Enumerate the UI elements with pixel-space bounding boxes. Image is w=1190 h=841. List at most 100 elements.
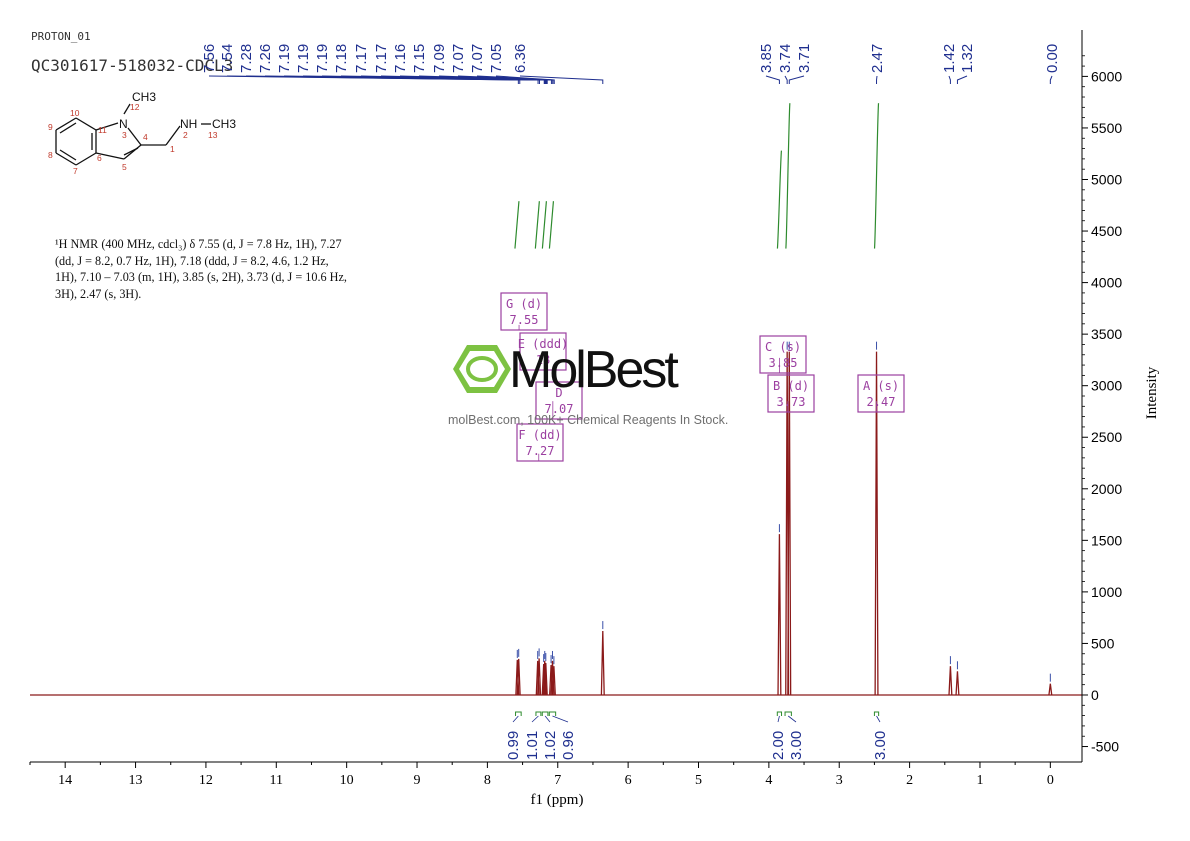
peak-label-connector	[788, 75, 805, 84]
multiplet-box	[516, 423, 564, 462]
peak-label: 7.05	[488, 44, 505, 73]
integral-curve	[776, 150, 783, 249]
peak-labels: 7.56 7.54 7.28 7.26 7.19 7.19 7.19 7.18 7.17 7.17…	[201, 44, 1061, 84]
y-tick-label: 1000	[1091, 584, 1122, 600]
peak-label: 2.47	[869, 44, 886, 73]
integral-bracket	[776, 711, 783, 716]
spectrum-peak	[955, 671, 960, 696]
atom-CH3-right: CH3	[212, 117, 236, 131]
peak-label: 1.42	[941, 44, 958, 73]
integral-value-connector	[876, 715, 881, 723]
integral-value-connector	[531, 715, 539, 723]
integral-value: 3.00	[788, 731, 805, 760]
chemical-structure: N NH CH3 CH3 12 3 1 2 13 11 10 9 8 7 6 5…	[48, 90, 236, 176]
multiplet-name: D	[555, 386, 562, 400]
y-tick-label: 4000	[1091, 275, 1122, 291]
atom-number-4: 4	[143, 132, 148, 142]
multiplet-box	[759, 335, 807, 374]
atom-number-7: 7	[73, 166, 78, 176]
peak-label-connector	[519, 75, 604, 84]
y-axis-label: Intensity	[1144, 366, 1160, 419]
multiplet-box	[519, 332, 567, 371]
multiplet-shift: 7.27	[526, 444, 555, 458]
peak-label: 7.17	[373, 44, 390, 73]
integral-value: 1.01	[524, 731, 541, 760]
integral-value: 2.00	[770, 731, 787, 760]
integral-value-connector	[777, 715, 780, 723]
atom-number-13: 13	[208, 130, 218, 140]
spectrum	[30, 341, 1082, 696]
multiplet-name: A (s)	[863, 379, 899, 393]
multiplet-box	[500, 292, 548, 331]
integral-bracket	[535, 711, 542, 716]
atom-CH3-top: CH3	[132, 90, 156, 104]
peak-label-connector	[784, 75, 788, 84]
atom-NH: NH	[180, 117, 197, 131]
structure-numbering: 12 3 1 2 13 11 10 9 8 7 6 5 4	[48, 102, 218, 176]
peak-label-connector	[495, 75, 555, 84]
peak-label: 7.54	[219, 44, 236, 73]
x-tick-label: 14	[58, 773, 72, 788]
peak-label: 7.56	[201, 44, 218, 73]
y-ticks: -500 0 500 1000 1500 2000 2500 3000 3500 4000 4500…	[1082, 55, 1122, 755]
peak-label-connector	[948, 75, 951, 84]
peak-label: 7.16	[392, 44, 409, 73]
peak-label: 3.71	[796, 44, 813, 73]
integral-curve	[541, 201, 547, 249]
atom-N: N	[119, 117, 128, 131]
peak-label-connector	[956, 75, 968, 84]
peak-label: 7.18	[333, 44, 350, 73]
multiplet-box	[767, 374, 815, 413]
spectrum-peak	[1048, 683, 1053, 696]
spectrum-peak	[787, 351, 792, 695]
integral-value: 3.00	[872, 731, 889, 760]
integral-value-connector	[787, 715, 797, 723]
x-tick-label: 6	[625, 773, 632, 788]
multiplet-shift: 18	[536, 353, 550, 367]
multiplet-box	[535, 381, 583, 420]
integral-value-connector	[544, 715, 551, 723]
integral-curve	[534, 201, 540, 249]
experiment-name: PROTON_01	[31, 30, 91, 43]
x-tick-label: 9	[414, 773, 421, 788]
integral-curve	[785, 103, 791, 249]
integral-curve	[548, 201, 555, 249]
x-tick-label: 12	[199, 773, 213, 788]
x-tick-label: 7	[554, 773, 561, 788]
integral-curves	[514, 103, 880, 249]
peak-label: 7.09	[431, 44, 448, 73]
y-tick-label: 5500	[1091, 120, 1122, 136]
atom-number-8: 8	[48, 150, 53, 160]
spectrum-peak	[537, 658, 542, 696]
spectrum-peak	[948, 666, 953, 696]
x-tick-label: 0	[1047, 773, 1054, 788]
integral-value: 0.96	[560, 731, 577, 760]
integral-value-connector	[512, 715, 519, 723]
x-tick-label: 8	[484, 773, 491, 788]
integral-bracket	[541, 711, 549, 716]
x-ticks: 14 13 12 11 10 9 8 7 6 5 4 3 2 1 0	[29, 762, 1054, 788]
x-tick-label: 11	[270, 773, 283, 788]
y-tick-label: 0	[1091, 687, 1099, 703]
multiplet-boxes: G (d) 7.55 E (ddd) 18 D 7.07 F (dd) 7.27 C (s) 3.…	[500, 292, 905, 462]
x-tick-label: 4	[765, 773, 772, 788]
integral-curve	[514, 201, 520, 249]
description-line: 3H), 2.47 (s, 3H).	[55, 286, 142, 301]
integral-curve	[873, 103, 880, 249]
nmr-description: ¹H NMR (400 MHz, cdcl₃) δ 7.55 (d, J = 7…	[55, 236, 385, 302]
peak-label: 1.32	[959, 44, 976, 73]
y-tick-label: 2500	[1091, 429, 1122, 445]
spectrum-peak	[600, 631, 605, 696]
integral-value-connector	[552, 715, 569, 723]
watermark-tagline: molBest.com, 100K+ Chemical Reagents In …	[448, 413, 729, 427]
atom-number-3: 3	[122, 130, 127, 140]
spectrum-peak	[543, 662, 548, 696]
y-tick-label: 3500	[1091, 326, 1122, 342]
multiplet-name: F (dd)	[518, 428, 561, 442]
atom-number-11: 11	[98, 125, 107, 135]
multiplet-name: B (d)	[773, 379, 809, 393]
multiplet-name: C (s)	[765, 340, 801, 354]
molbest-logo-icon	[453, 345, 511, 393]
x-tick-label: 13	[129, 773, 143, 788]
